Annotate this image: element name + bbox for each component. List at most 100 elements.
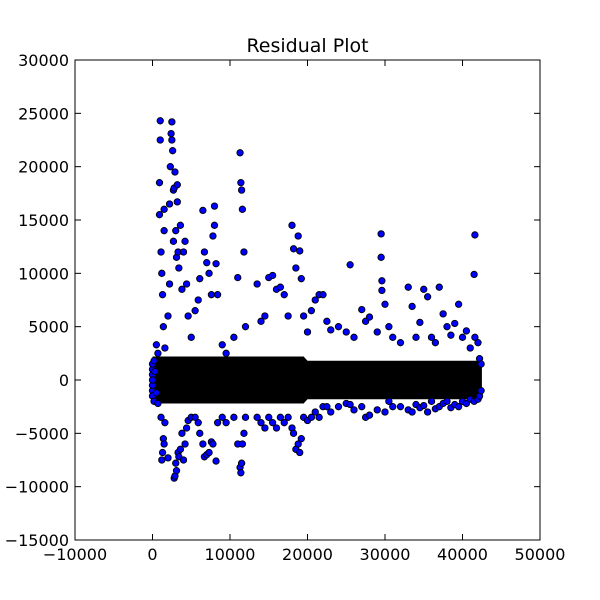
scatter-point bbox=[292, 264, 300, 272]
scatter-point bbox=[431, 339, 440, 347]
scatter-point bbox=[238, 205, 247, 213]
scatter-point bbox=[237, 179, 245, 187]
scatter-point bbox=[350, 406, 358, 414]
scatter-point bbox=[381, 300, 389, 308]
scatter-point bbox=[412, 333, 420, 341]
scatter-point bbox=[289, 245, 298, 253]
scatter-point bbox=[240, 248, 248, 256]
scatter-point bbox=[154, 349, 162, 357]
scatter-point bbox=[346, 261, 354, 269]
scatter-point bbox=[261, 312, 269, 320]
scatter-point bbox=[439, 310, 447, 318]
scatter-point bbox=[346, 400, 354, 409]
x-tick-label: 40000 bbox=[437, 545, 488, 564]
y-tick-label: 0 bbox=[59, 371, 69, 390]
scatter-point bbox=[420, 401, 428, 410]
scatter-point bbox=[296, 247, 304, 255]
scatter-point bbox=[268, 419, 277, 427]
x-tick-label: 0 bbox=[147, 545, 157, 564]
scatter-point bbox=[176, 221, 185, 229]
scatter-point bbox=[222, 349, 230, 357]
scatter-point bbox=[454, 300, 463, 308]
scatter-point bbox=[373, 406, 381, 414]
scatter-point bbox=[213, 419, 222, 427]
scatter-point bbox=[182, 424, 191, 432]
scatter-point bbox=[365, 411, 374, 419]
scatter-point bbox=[272, 424, 281, 432]
scatter-point bbox=[168, 136, 176, 144]
scatter-point bbox=[396, 339, 405, 347]
x-tick-label: −10000 bbox=[43, 545, 107, 564]
y-tick-label: −5000 bbox=[15, 424, 69, 443]
scatter-point bbox=[404, 283, 412, 291]
scatter-point bbox=[389, 403, 397, 411]
scatter-point bbox=[160, 205, 168, 213]
scatter-point bbox=[165, 200, 174, 208]
scatter-point bbox=[381, 408, 389, 416]
scatter-point bbox=[164, 454, 172, 462]
scatter-point bbox=[150, 357, 158, 365]
scatter-point bbox=[454, 403, 463, 411]
scatter-point bbox=[265, 413, 273, 421]
plot-area bbox=[75, 60, 540, 540]
scatter-point bbox=[289, 429, 298, 437]
scatter-point bbox=[182, 280, 191, 288]
scatter-point bbox=[176, 445, 185, 453]
scatter-point bbox=[477, 360, 485, 368]
scatter-point bbox=[173, 198, 181, 206]
scatter-point bbox=[230, 333, 238, 341]
scatter-point bbox=[156, 117, 164, 125]
y-tick-label: 25000 bbox=[18, 104, 69, 123]
scatter-point bbox=[471, 231, 479, 239]
scatter-point bbox=[158, 291, 167, 299]
scatter-point bbox=[209, 232, 217, 240]
scatter-point bbox=[334, 323, 343, 331]
scatter-point bbox=[184, 312, 192, 320]
scatter-point bbox=[294, 440, 302, 448]
scatter-point bbox=[377, 253, 385, 261]
scatter-point bbox=[178, 285, 186, 293]
scatter-point bbox=[179, 456, 188, 464]
scatter-point bbox=[179, 248, 188, 256]
scatter-point bbox=[218, 341, 226, 349]
scatter-point bbox=[253, 413, 261, 421]
x-axis-ticks: −10000 0 10000 20000 30000 40000 50000 bbox=[43, 60, 565, 564]
scatter-points bbox=[148, 117, 485, 482]
dense-residual-band bbox=[152, 356, 482, 404]
scatter-point bbox=[152, 341, 161, 349]
y-axis-ticks: −15000 −10000 −5000 0 5000 10000 15000 20000 250… bbox=[5, 51, 540, 550]
scatter-point bbox=[158, 456, 166, 464]
scatter-point bbox=[458, 333, 467, 341]
scatter-point bbox=[237, 186, 246, 194]
scatter-point bbox=[408, 408, 416, 416]
scatter-point bbox=[165, 280, 174, 288]
scatter-point bbox=[164, 312, 172, 320]
scatter-point bbox=[172, 467, 181, 475]
scatter-point bbox=[156, 136, 164, 144]
y-tick-label: 10000 bbox=[18, 264, 69, 283]
scatter-point bbox=[420, 285, 428, 293]
scatter-point bbox=[323, 317, 331, 325]
scatter-point bbox=[385, 397, 393, 405]
scatter-point bbox=[470, 270, 478, 279]
scatter-point bbox=[427, 333, 436, 341]
scatter-point bbox=[194, 296, 202, 304]
scatter-point bbox=[199, 206, 207, 215]
scatter-point bbox=[205, 269, 213, 277]
scatter-point bbox=[237, 469, 245, 477]
scatter-point bbox=[447, 331, 455, 339]
scatter-point bbox=[427, 397, 436, 405]
scatter-point bbox=[257, 317, 265, 325]
scatter-point bbox=[157, 248, 165, 256]
scatter-point bbox=[307, 413, 316, 421]
scatter-point bbox=[194, 419, 202, 427]
scatter-point bbox=[158, 269, 166, 277]
scatter-point bbox=[307, 307, 316, 315]
scatter-point bbox=[159, 323, 168, 331]
scatter-point bbox=[474, 339, 482, 347]
scatter-point bbox=[222, 419, 230, 427]
scatter-point bbox=[240, 429, 248, 437]
scatter-point bbox=[294, 232, 302, 240]
scatter-point bbox=[168, 147, 177, 155]
scatter-point bbox=[462, 327, 471, 335]
